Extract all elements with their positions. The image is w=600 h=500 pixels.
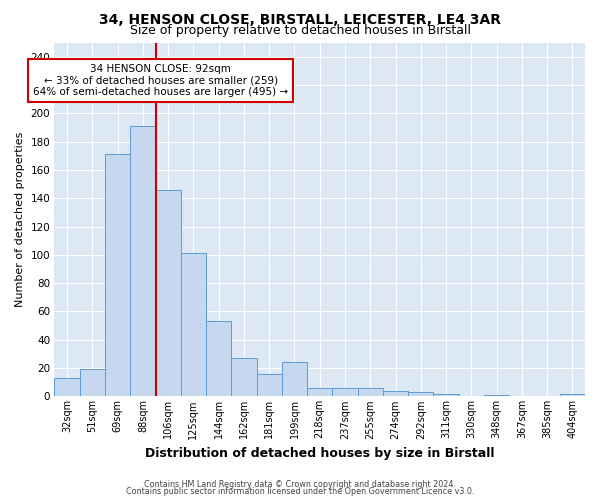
Bar <box>130 126 155 396</box>
Y-axis label: Number of detached properties: Number of detached properties <box>15 132 25 307</box>
X-axis label: Distribution of detached houses by size in Birstall: Distribution of detached houses by size … <box>145 447 494 460</box>
Bar <box>232 358 257 397</box>
Bar <box>155 190 181 396</box>
Text: Contains HM Land Registry data © Crown copyright and database right 2024.: Contains HM Land Registry data © Crown c… <box>144 480 456 489</box>
Text: Contains public sector information licensed under the Open Government Licence v3: Contains public sector information licen… <box>126 488 474 496</box>
Bar <box>484 395 509 396</box>
Bar <box>181 254 206 396</box>
Bar <box>560 394 585 396</box>
Bar <box>332 388 358 396</box>
Bar <box>433 394 458 396</box>
Bar <box>408 392 433 396</box>
Bar <box>206 322 232 396</box>
Bar <box>257 374 282 396</box>
Bar <box>80 370 105 396</box>
Bar <box>307 388 332 396</box>
Text: 34 HENSON CLOSE: 92sqm
← 33% of detached houses are smaller (259)
64% of semi-de: 34 HENSON CLOSE: 92sqm ← 33% of detached… <box>33 64 288 97</box>
Bar <box>282 362 307 396</box>
Text: Size of property relative to detached houses in Birstall: Size of property relative to detached ho… <box>130 24 470 37</box>
Bar <box>358 388 383 396</box>
Bar <box>105 154 130 396</box>
Text: 34, HENSON CLOSE, BIRSTALL, LEICESTER, LE4 3AR: 34, HENSON CLOSE, BIRSTALL, LEICESTER, L… <box>99 12 501 26</box>
Bar <box>55 378 80 396</box>
Bar <box>383 390 408 396</box>
